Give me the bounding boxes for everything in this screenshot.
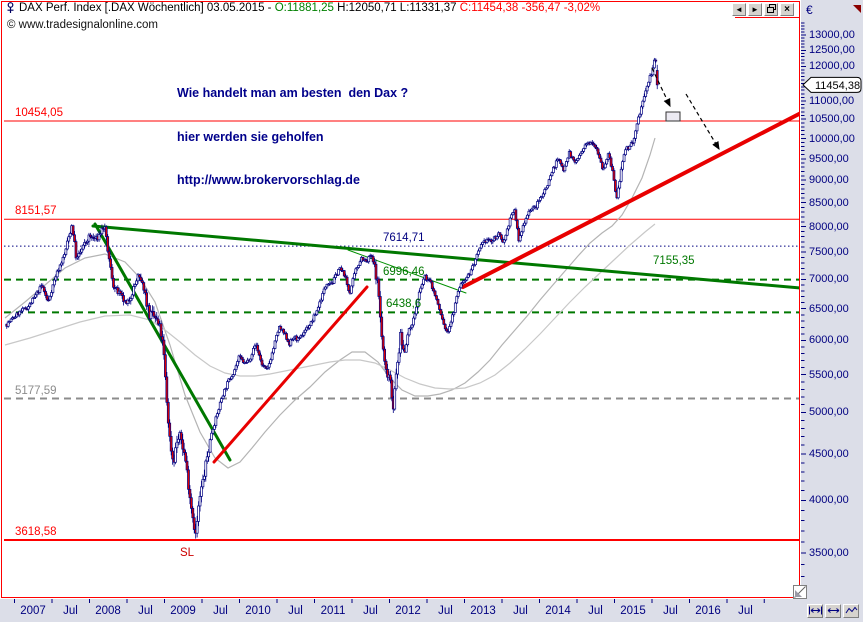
window-frame <box>1 1 800 598</box>
price-axis-label: 7500,00 <box>809 246 849 259</box>
price-axis-pane[interactable]: € 11454,38 13000,00 12500,00 12000,00 11000… <box>801 0 863 622</box>
forward-button[interactable]: ► <box>748 3 762 16</box>
time-axis-label: 2013 <box>470 605 496 617</box>
back-button[interactable]: ◄ <box>732 3 746 16</box>
time-axis-label: 2016 <box>695 605 721 617</box>
restore-window-button[interactable] <box>764 3 778 16</box>
axis-menu-triangle-icon[interactable] <box>853 5 861 13</box>
price-axis-label: 10000,00 <box>809 132 855 145</box>
time-axis-ticks <box>13 599 765 603</box>
price-axis-label: 12000,00 <box>809 60 855 73</box>
time-axis-label: Jul <box>663 605 678 617</box>
price-axis-ticks: 11454,38 <box>801 22 862 590</box>
close-window-button[interactable]: × <box>780 3 794 16</box>
uptrend-2009-2011 <box>212 285 369 464</box>
candlesticks <box>5 57 659 539</box>
price-axis-label: 10500,00 <box>809 113 855 126</box>
time-axis-label: 2009 <box>170 605 196 617</box>
title-open-value: O:11881,25 <box>274 2 334 14</box>
title-bar: DAX Perf. Index [.DAX Wöchentlich] 03.05… <box>2 2 800 17</box>
window-buttons: ◄ ► × <box>732 3 794 16</box>
time-axis-label: Jul <box>63 605 78 617</box>
current-price-bubble-text: 11454,38 <box>815 80 860 92</box>
time-axis-pane[interactable]: 2007 Jul 2008 Jul 2009 Jul 2010 Jul 2011 Jul 2012 J… <box>0 599 801 622</box>
time-axis-label: 2010 <box>245 605 271 617</box>
downtrend-major <box>91 224 799 290</box>
title-highlow-values: H:12050,71 L:11331,37 <box>333 2 460 14</box>
price-axis-label: 5000,00 <box>809 406 849 419</box>
time-axis-label: Jul <box>438 605 453 617</box>
annotation-line-2: hier werden sie geholfen <box>177 129 324 144</box>
price-axis-label: 4000,00 <box>809 494 849 507</box>
time-axis-label: 2008 <box>95 605 121 617</box>
time-axis-label: Jul <box>138 605 153 617</box>
chart-link-icon <box>5 2 16 14</box>
corner-pane <box>801 599 863 622</box>
price-axis-label: 6000,00 <box>809 334 849 347</box>
time-axis-label: Jul <box>288 605 303 617</box>
chart-annotation-text: Wie handelt man am besten den Dax ? hier… <box>177 57 408 217</box>
zigzag-scale-button[interactable] <box>843 603 859 618</box>
expand-horizontal-button[interactable] <box>825 603 841 618</box>
currency-symbol: € <box>806 3 813 17</box>
uptrend-major <box>461 111 799 289</box>
price-axis-label: 9500,00 <box>809 152 849 165</box>
time-axis-label: 2011 <box>320 605 346 617</box>
projection-arrow <box>651 67 671 108</box>
time-axis-label: Jul <box>213 605 228 617</box>
price-axis-label: 7000,00 <box>809 273 849 286</box>
time-axis-label: Jul <box>513 605 528 617</box>
price-axis-label: 9000,00 <box>809 174 849 187</box>
time-axis-label: 2012 <box>395 605 421 617</box>
time-axis-label: 2007 <box>20 605 46 617</box>
price-axis-label: 3500,00 <box>809 547 849 560</box>
price-axis-label: 13000,00 <box>809 28 855 41</box>
fit-horizontal-button[interactable] <box>807 603 823 618</box>
ma-slow <box>4 223 656 390</box>
current-price-bubble <box>802 76 862 93</box>
chart-content <box>4 57 799 542</box>
price-axis-label: 11000,00 <box>809 94 855 107</box>
time-axis-label: Jul <box>588 605 603 617</box>
time-axis-label: 2015 <box>620 605 646 617</box>
copyright-watermark: © www.tradesignalonline.com <box>7 19 159 31</box>
price-axis-label: 8000,00 <box>809 220 849 233</box>
time-axis-label: 2014 <box>545 605 571 617</box>
price-axis-label: 12500,00 <box>809 44 855 57</box>
price-axis-label: 5500,00 <box>809 368 849 381</box>
annotation-line-1: Wie handelt man am besten den Dax ? <box>177 86 409 100</box>
price-axis-label: 6500,00 <box>809 302 849 315</box>
target-box-marker <box>665 111 681 122</box>
time-axis-label: Jul <box>738 605 753 617</box>
projection-arrow <box>685 93 720 151</box>
time-axis-label: Jul <box>363 605 378 617</box>
price-axis-label: 8500,00 <box>809 196 849 209</box>
title-text: DAX Perf. Index [.DAX Wöchentlich] 03.05… <box>19 2 275 14</box>
price-axis-label: 4500,00 <box>809 447 849 460</box>
annotation-line-3: http://www.brokervorschlag.de <box>177 173 360 187</box>
pane-resize-handle[interactable] <box>793 585 807 599</box>
plot-area[interactable] <box>0 0 802 599</box>
ma-fast <box>4 137 656 469</box>
title-close-values: C:11454,38 -356,47 -3,02% <box>459 2 601 14</box>
